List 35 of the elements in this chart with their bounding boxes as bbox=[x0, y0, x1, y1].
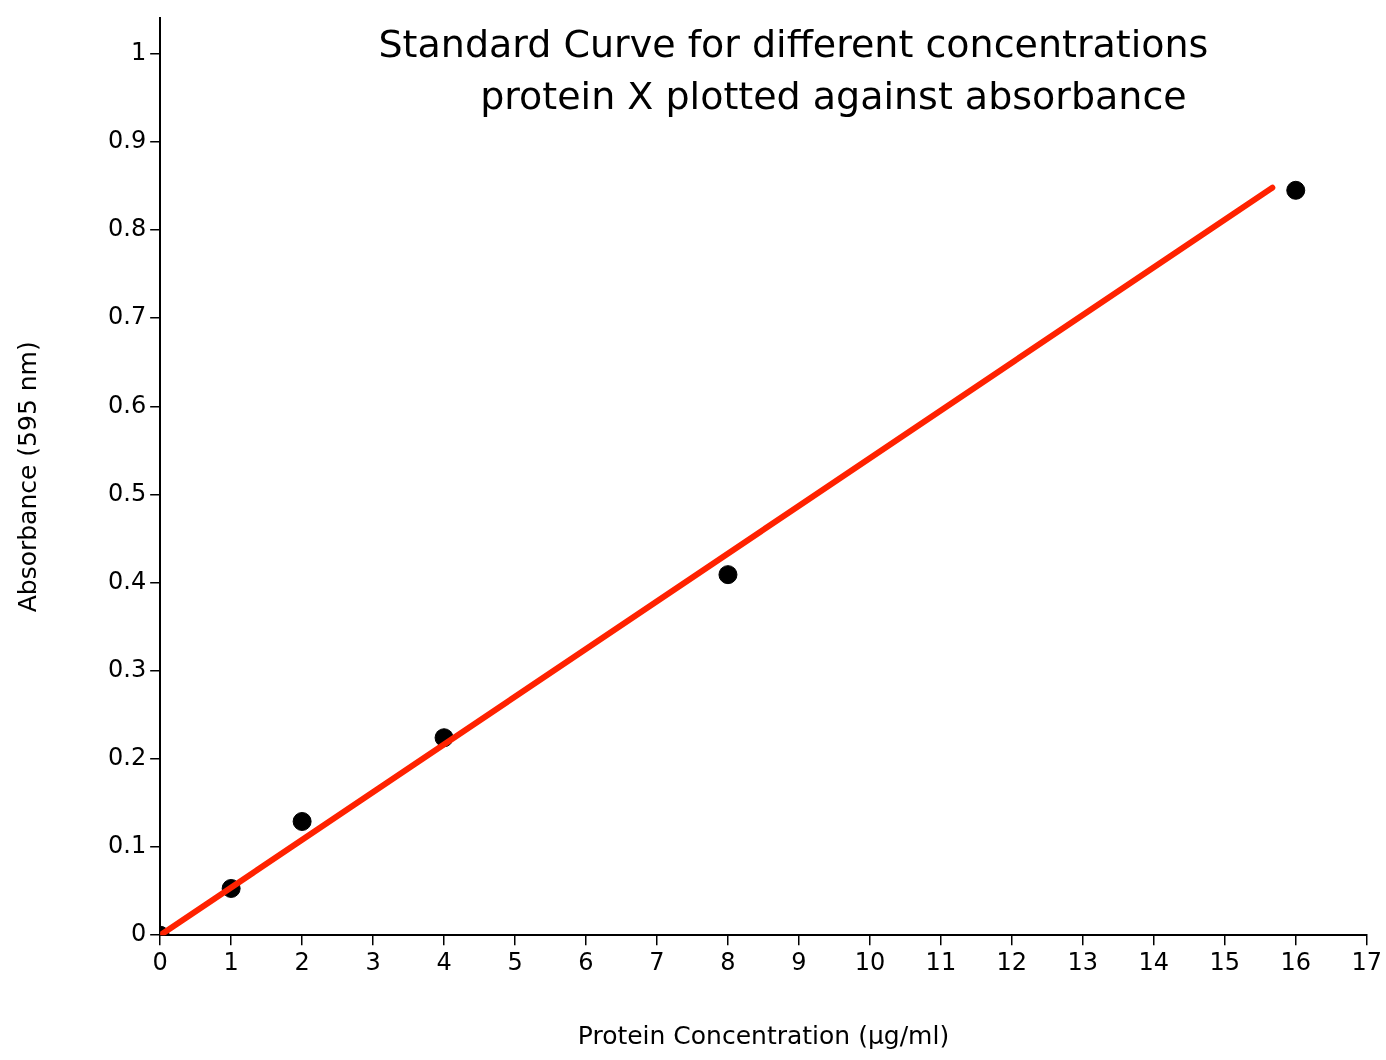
point bbox=[718, 565, 738, 585]
x-tick-label: 14 bbox=[1138, 947, 1170, 976]
text: Standard Curve for different concentrations protein X plotted against absorbance bbox=[378, 21, 1209, 118]
point bbox=[292, 811, 312, 831]
x-tick-label: 2 bbox=[294, 947, 310, 976]
y-tick-label: 0.6 bbox=[108, 390, 147, 419]
x-tick-label: 17 bbox=[1351, 947, 1382, 976]
x-tick-label: 6 bbox=[578, 947, 594, 976]
x-tick-label: 12 bbox=[996, 947, 1028, 976]
y-tick-label: 0.4 bbox=[108, 566, 147, 595]
x-tick-label: 4 bbox=[436, 947, 452, 976]
y-tick-label: 0.3 bbox=[108, 654, 147, 683]
y-tick-label: 0.5 bbox=[108, 478, 147, 507]
y-tick-label: 1 bbox=[130, 37, 147, 66]
x-tick-label: 16 bbox=[1280, 947, 1312, 976]
x-tick-label: 0 bbox=[152, 947, 168, 976]
y-axis-title: Absorbance (595 nm) bbox=[12, 341, 42, 613]
y-tick-label: 0 bbox=[130, 919, 147, 948]
y-tick-label: 0.2 bbox=[108, 743, 147, 772]
x-tick-label: 3 bbox=[365, 947, 381, 976]
y-tick-label: 0.7 bbox=[108, 302, 147, 331]
y-tick-label: 0.9 bbox=[108, 126, 147, 155]
x-tick-label: 8 bbox=[720, 947, 736, 976]
x-axis-title: Protein Concentration (μg/ml) bbox=[577, 1020, 950, 1050]
x-tick-label: 13 bbox=[1067, 947, 1099, 976]
x-tick-label: 7 bbox=[649, 947, 665, 976]
x-tick-label: 15 bbox=[1209, 947, 1241, 976]
x-tick-label: 5 bbox=[507, 947, 523, 976]
x-tick-label: 10 bbox=[854, 947, 886, 976]
x-tick-label: 9 bbox=[791, 947, 807, 976]
x-tick-label: 11 bbox=[925, 947, 957, 976]
y-tick-label: 0.1 bbox=[108, 831, 147, 860]
point bbox=[1286, 180, 1306, 200]
x-tick-label: 1 bbox=[223, 947, 239, 976]
y-tick-label: 0.8 bbox=[108, 214, 147, 243]
